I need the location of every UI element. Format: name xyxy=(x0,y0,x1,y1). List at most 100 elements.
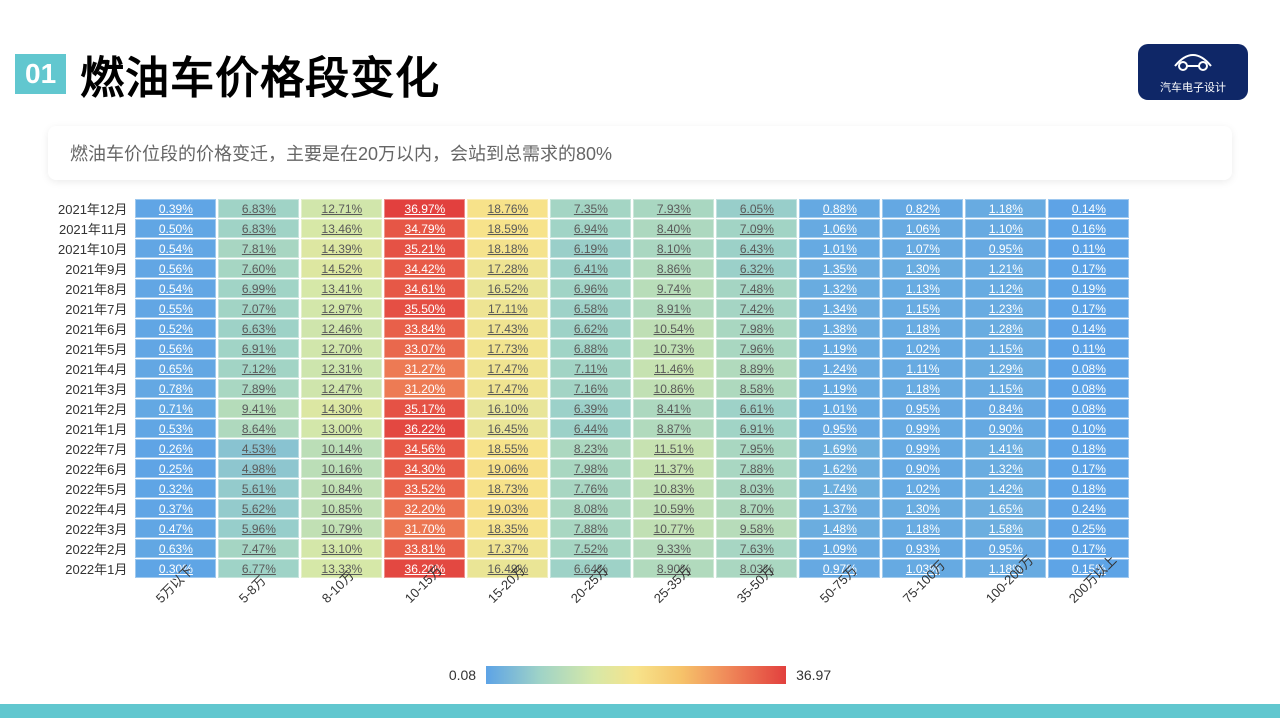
heatmap-cell: 1.19% xyxy=(799,339,880,358)
heatmap-cell: 19.06% xyxy=(467,459,548,478)
heatmap-cell: 6.41% xyxy=(550,259,631,278)
heatmap-cell: 6.63% xyxy=(218,319,299,338)
heatmap-cell: 8.10% xyxy=(633,239,714,258)
heatmap-cell: 6.39% xyxy=(550,399,631,418)
heatmap-cell: 0.47% xyxy=(135,519,216,538)
heatmap-cell: 0.14% xyxy=(1048,199,1129,218)
heatmap-cell: 13.41% xyxy=(301,279,382,298)
heatmap-cell: 14.52% xyxy=(301,259,382,278)
heatmap-cell: 12.70% xyxy=(301,339,382,358)
heatmap-cell: 16.45% xyxy=(467,419,548,438)
footer-bar xyxy=(0,704,1280,718)
heatmap-cell: 0.93% xyxy=(882,539,963,558)
logo-text: 汽车电子设计 xyxy=(1160,79,1226,95)
heatmap-cell: 7.88% xyxy=(716,459,797,478)
heatmap-cell: 7.98% xyxy=(550,459,631,478)
heatmap-cell: 8.58% xyxy=(716,379,797,398)
heatmap-cell: 9.58% xyxy=(716,519,797,538)
heatmap-cell: 0.08% xyxy=(1048,379,1129,398)
heatmap-cell: 34.79% xyxy=(384,219,465,238)
heatmap-cell: 1.29% xyxy=(965,359,1046,378)
heatmap-cell: 9.33% xyxy=(633,539,714,558)
heatmap-cell: 18.55% xyxy=(467,439,548,458)
heatmap-cell: 9.74% xyxy=(633,279,714,298)
heatmap-cell: 0.37% xyxy=(135,499,216,518)
heatmap-cell: 4.53% xyxy=(218,439,299,458)
heatmap-cell: 7.95% xyxy=(716,439,797,458)
heatmap-cell: 1.58% xyxy=(965,519,1046,538)
row-label: 2021年11月 xyxy=(58,219,133,238)
heatmap-cell: 10.85% xyxy=(301,499,382,518)
heatmap-cell: 35.17% xyxy=(384,399,465,418)
heatmap-cell: 1.30% xyxy=(882,259,963,278)
heatmap-cell: 7.12% xyxy=(218,359,299,378)
heatmap-cell: 6.83% xyxy=(218,219,299,238)
row-label: 2022年6月 xyxy=(58,459,133,478)
heatmap-cell: 0.54% xyxy=(135,239,216,258)
heatmap-cell: 1.32% xyxy=(965,459,1046,478)
heatmap-cell: 10.59% xyxy=(633,499,714,518)
heatmap-cell: 11.46% xyxy=(633,359,714,378)
heatmap-cell: 12.47% xyxy=(301,379,382,398)
heatmap-cell: 1.18% xyxy=(882,379,963,398)
heatmap-cell: 11.37% xyxy=(633,459,714,478)
heatmap-cell: 33.84% xyxy=(384,319,465,338)
heatmap-cell: 34.56% xyxy=(384,439,465,458)
heatmap-cell: 1.69% xyxy=(799,439,880,458)
heatmap-cell: 6.88% xyxy=(550,339,631,358)
heatmap-cell: 6.99% xyxy=(218,279,299,298)
heatmap-cell: 8.03% xyxy=(716,479,797,498)
row-label: 2022年5月 xyxy=(58,479,133,498)
heatmap-cell: 16.52% xyxy=(467,279,548,298)
heatmap-cell: 4.98% xyxy=(218,459,299,478)
heatmap-cell: 17.28% xyxy=(467,259,548,278)
heatmap-cell: 1.74% xyxy=(799,479,880,498)
heatmap-cell: 1.34% xyxy=(799,299,880,318)
heatmap-cell: 8.91% xyxy=(633,299,714,318)
heatmap-cell: 0.17% xyxy=(1048,259,1129,278)
heatmap-cell: 12.71% xyxy=(301,199,382,218)
heatmap-cell: 10.79% xyxy=(301,519,382,538)
row-label: 2021年8月 xyxy=(58,279,133,298)
heatmap-cell: 10.16% xyxy=(301,459,382,478)
heatmap-cell: 18.76% xyxy=(467,199,548,218)
heatmap-cell: 34.42% xyxy=(384,259,465,278)
row-label: 2021年12月 xyxy=(58,199,133,218)
heatmap-cell: 8.40% xyxy=(633,219,714,238)
row-label: 2021年2月 xyxy=(58,399,133,418)
heatmap-cell: 1.12% xyxy=(965,279,1046,298)
heatmap-cell: 6.43% xyxy=(716,239,797,258)
heatmap-cell: 0.17% xyxy=(1048,299,1129,318)
heatmap-cell: 10.83% xyxy=(633,479,714,498)
heatmap-cell: 33.07% xyxy=(384,339,465,358)
heatmap-cell: 17.11% xyxy=(467,299,548,318)
heatmap-cell: 1.06% xyxy=(799,219,880,238)
heatmap-cell: 18.73% xyxy=(467,479,548,498)
row-label: 2021年9月 xyxy=(58,259,133,278)
row-label: 2021年7月 xyxy=(58,299,133,318)
heatmap-cell: 8.41% xyxy=(633,399,714,418)
heatmap-cell: 10.86% xyxy=(633,379,714,398)
heatmap-cell: 35.21% xyxy=(384,239,465,258)
heatmap-cell: 8.70% xyxy=(716,499,797,518)
heatmap-cell: 1.09% xyxy=(799,539,880,558)
heatmap-cell: 1.23% xyxy=(965,299,1046,318)
heatmap-cell: 10.54% xyxy=(633,319,714,338)
heatmap-cell: 7.47% xyxy=(218,539,299,558)
heatmap-cell: 1.01% xyxy=(799,239,880,258)
row-label: 2021年3月 xyxy=(58,379,133,398)
heatmap-cell: 36.22% xyxy=(384,419,465,438)
heatmap-cell: 6.94% xyxy=(550,219,631,238)
heatmap-cell: 7.98% xyxy=(716,319,797,338)
heatmap-cell: 9.41% xyxy=(218,399,299,418)
heatmap-cell: 17.73% xyxy=(467,339,548,358)
heatmap-cell: 1.28% xyxy=(965,319,1046,338)
heatmap-cell: 1.15% xyxy=(965,339,1046,358)
heatmap-cell: 1.21% xyxy=(965,259,1046,278)
heatmap-cell: 6.58% xyxy=(550,299,631,318)
heatmap-cell: 0.55% xyxy=(135,299,216,318)
heatmap-cell: 7.93% xyxy=(633,199,714,218)
heatmap-cell: 0.95% xyxy=(965,539,1046,558)
heatmap-cell: 33.81% xyxy=(384,539,465,558)
heatmap-cell: 1.19% xyxy=(799,379,880,398)
